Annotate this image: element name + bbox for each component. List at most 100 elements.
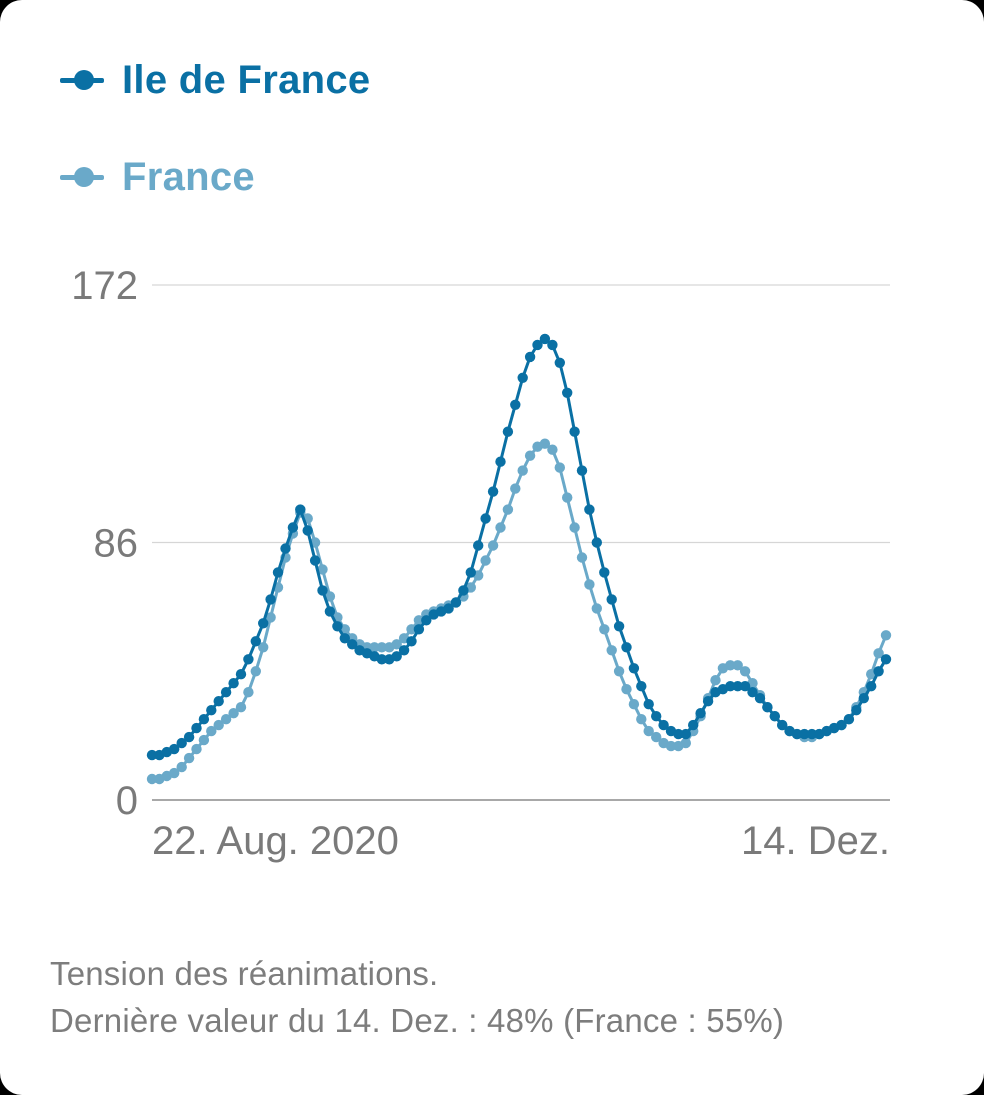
grid-lines — [152, 284, 890, 801]
y-axis-ticks: 0 86 172 — [71, 264, 138, 823]
data-point — [584, 579, 595, 590]
data-point — [250, 666, 261, 677]
data-point — [272, 567, 284, 578]
data-point — [524, 450, 536, 461]
data-point — [406, 636, 417, 647]
data-point — [769, 711, 780, 722]
data-point — [169, 743, 180, 755]
data-point — [198, 714, 210, 725]
data-point — [146, 749, 158, 761]
data-point — [547, 339, 558, 351]
data-point — [562, 492, 573, 503]
data-point — [599, 567, 610, 578]
data-point — [280, 543, 291, 554]
data-point — [651, 711, 662, 722]
data-point — [228, 708, 239, 719]
data-point — [206, 705, 217, 716]
data-point — [539, 333, 551, 345]
data-point — [421, 615, 432, 626]
data-point — [406, 624, 417, 635]
data-point — [398, 645, 410, 656]
data-point — [554, 357, 565, 368]
data-point — [510, 483, 521, 494]
data-point — [198, 734, 210, 746]
caption-title: Tension des réanimations. — [50, 955, 439, 992]
data-point — [651, 731, 662, 743]
data-point — [562, 387, 573, 398]
data-point — [265, 594, 276, 605]
data-point — [169, 767, 180, 779]
data-point — [176, 761, 187, 773]
data-point — [391, 639, 402, 650]
data-point — [235, 702, 247, 713]
data-point — [250, 636, 261, 647]
data-point — [376, 654, 387, 665]
data-point — [324, 606, 336, 617]
data-point — [369, 642, 380, 653]
data-point — [324, 591, 336, 602]
data-point — [628, 663, 640, 674]
data-point — [591, 603, 602, 614]
data-point — [517, 372, 528, 383]
series-ile-de-france — [146, 333, 892, 761]
data-point — [754, 693, 766, 704]
x-label-end: 14. Dez. — [741, 819, 890, 863]
data-point — [643, 699, 654, 710]
data-point — [317, 585, 328, 596]
data-point — [732, 681, 743, 692]
data-point — [243, 654, 254, 665]
data-point — [487, 540, 499, 551]
data-point — [302, 525, 313, 536]
legend-item-ile-de-france[interactable]: Ile de France — [60, 58, 370, 102]
data-point — [584, 504, 595, 515]
series-lines — [146, 333, 892, 785]
data-point — [265, 612, 276, 623]
data-point — [295, 504, 306, 515]
data-point — [636, 681, 647, 692]
data-point — [480, 513, 491, 524]
data-point — [621, 642, 632, 653]
data-point — [880, 654, 892, 665]
data-point — [220, 687, 232, 698]
data-point — [450, 597, 462, 608]
data-point — [532, 339, 543, 351]
data-point — [739, 681, 751, 692]
data-point — [806, 728, 818, 740]
data-point — [191, 722, 202, 734]
data-point — [309, 555, 321, 566]
data-point — [858, 693, 869, 704]
data-point — [591, 537, 602, 548]
data-point — [762, 702, 773, 713]
data-point — [473, 540, 484, 551]
data-point — [495, 456, 506, 467]
data-point — [480, 555, 491, 566]
legend-marker-icon — [60, 70, 108, 90]
data-point — [332, 621, 343, 632]
data-point — [680, 737, 691, 749]
data-point — [510, 399, 521, 410]
data-point — [547, 444, 558, 455]
x-label-start: 22. Aug. 2020 — [152, 819, 399, 863]
data-point — [836, 719, 847, 731]
data-point — [228, 678, 239, 689]
data-point — [287, 522, 299, 533]
data-point — [873, 648, 884, 659]
data-point — [710, 675, 721, 686]
data-point — [183, 731, 195, 743]
data-point — [606, 645, 617, 656]
data-point — [213, 719, 224, 731]
legend-item-france[interactable]: France — [60, 155, 255, 199]
data-point — [191, 743, 202, 755]
data-point — [636, 714, 647, 725]
data-point — [317, 564, 328, 575]
legend-marker-icon — [60, 167, 108, 187]
y-tick-label: 172 — [71, 264, 138, 308]
data-point — [680, 728, 691, 740]
data-point — [339, 633, 350, 644]
data-point — [347, 639, 358, 650]
data-point — [739, 666, 751, 677]
data-point — [628, 699, 640, 710]
data-point — [502, 426, 514, 437]
data-point — [725, 681, 736, 692]
